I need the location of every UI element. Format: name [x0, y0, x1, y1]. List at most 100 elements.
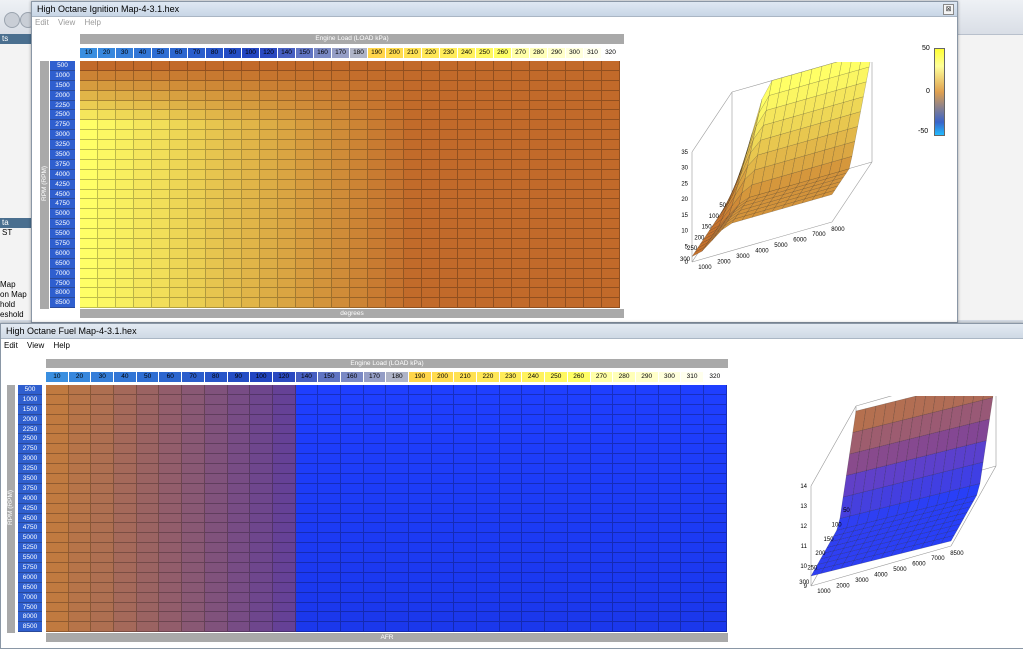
table-cell[interactable]	[458, 199, 476, 210]
table-cell[interactable]	[98, 209, 116, 220]
table-cell[interactable]	[188, 90, 206, 101]
table-cell[interactable]	[545, 563, 568, 573]
table-cell[interactable]	[152, 140, 170, 151]
table-cell[interactable]	[590, 543, 614, 554]
table-cell[interactable]	[567, 563, 591, 573]
table-cell[interactable]	[494, 130, 512, 141]
table-cell[interactable]	[136, 582, 160, 593]
table-cell[interactable]	[250, 464, 273, 475]
table-cell[interactable]	[242, 258, 260, 269]
table-cell[interactable]	[68, 434, 92, 445]
table-cell[interactable]	[80, 288, 98, 299]
table-cell[interactable]	[602, 209, 620, 220]
table-cell[interactable]	[152, 268, 170, 279]
table-cell[interactable]	[494, 288, 512, 299]
table-cell[interactable]	[522, 543, 546, 554]
table-cell[interactable]	[224, 159, 242, 170]
table-cell[interactable]	[68, 385, 92, 395]
table-cell[interactable]	[567, 543, 591, 554]
table-cell[interactable]	[499, 474, 523, 484]
table-cell[interactable]	[250, 503, 273, 514]
table-cell[interactable]	[440, 268, 458, 279]
table-cell[interactable]	[91, 394, 115, 405]
table-cell[interactable]	[46, 503, 69, 514]
table-cell[interactable]	[386, 268, 404, 279]
table-cell[interactable]	[363, 612, 387, 623]
table-cell[interactable]	[242, 130, 260, 141]
table-cell[interactable]	[80, 179, 98, 190]
table-cell[interactable]	[454, 592, 478, 603]
table-cell[interactable]	[584, 61, 602, 71]
table-cell[interactable]	[548, 110, 566, 121]
table-cell[interactable]	[522, 424, 546, 435]
table-cell[interactable]	[182, 563, 205, 573]
table-cell[interactable]	[91, 622, 115, 633]
table-cell[interactable]	[681, 385, 704, 395]
table-cell[interactable]	[530, 159, 548, 170]
table-cell[interactable]	[278, 229, 296, 240]
table-cell[interactable]	[422, 179, 440, 190]
table-cell[interactable]	[206, 298, 224, 309]
table-cell[interactable]	[206, 169, 224, 180]
table-cell[interactable]	[350, 268, 368, 279]
table-cell[interactable]	[658, 474, 682, 484]
table-cell[interactable]	[440, 298, 458, 309]
table-cell[interactable]	[318, 464, 341, 475]
table-cell[interactable]	[170, 219, 188, 230]
table-cell[interactable]	[567, 394, 591, 405]
table-cell[interactable]	[80, 278, 98, 289]
table-cell[interactable]	[409, 513, 432, 524]
table-cell[interactable]	[584, 278, 602, 289]
table-cell[interactable]	[566, 298, 584, 309]
table-cell[interactable]	[98, 90, 116, 101]
table-cell[interactable]	[206, 219, 224, 230]
table-cell[interactable]	[440, 189, 458, 200]
table-cell[interactable]	[658, 582, 682, 593]
table-cell[interactable]	[250, 404, 273, 415]
table-cell[interactable]	[250, 385, 273, 395]
table-cell[interactable]	[340, 454, 364, 465]
table-cell[interactable]	[350, 248, 368, 259]
table-cell[interactable]	[681, 483, 704, 494]
table-cell[interactable]	[152, 70, 170, 81]
table-cell[interactable]	[134, 248, 152, 259]
table-cell[interactable]	[409, 582, 432, 593]
table-cell[interactable]	[250, 622, 273, 633]
table-cell[interactable]	[658, 385, 682, 395]
table-cell[interactable]	[454, 602, 478, 613]
table-cell[interactable]	[363, 394, 387, 405]
table-cell[interactable]	[703, 582, 727, 593]
table-cell[interactable]	[318, 513, 341, 524]
table-cell[interactable]	[548, 100, 566, 111]
table-cell[interactable]	[314, 120, 332, 131]
table-cell[interactable]	[567, 572, 591, 583]
table-cell[interactable]	[584, 90, 602, 101]
table-cell[interactable]	[350, 169, 368, 180]
table-cell[interactable]	[170, 179, 188, 190]
table-cell[interactable]	[170, 100, 188, 111]
table-cell[interactable]	[404, 100, 422, 111]
table-cell[interactable]	[440, 288, 458, 299]
table-cell[interactable]	[227, 503, 251, 514]
table-cell[interactable]	[224, 278, 242, 289]
table-cell[interactable]	[332, 229, 350, 240]
table-cell[interactable]	[340, 582, 364, 593]
table-cell[interactable]	[227, 563, 251, 573]
table-cell[interactable]	[404, 140, 422, 151]
table-cell[interactable]	[159, 483, 183, 494]
table-cell[interactable]	[224, 90, 242, 101]
table-cell[interactable]	[116, 61, 134, 71]
table-cell[interactable]	[278, 90, 296, 101]
table-cell[interactable]	[350, 229, 368, 240]
table-cell[interactable]	[454, 572, 478, 583]
table-cell[interactable]	[318, 543, 341, 554]
table-cell[interactable]	[340, 394, 364, 405]
table-cell[interactable]	[80, 219, 98, 230]
table-cell[interactable]	[431, 394, 455, 405]
table-cell[interactable]	[250, 483, 273, 494]
table-cell[interactable]	[295, 424, 319, 435]
table-cell[interactable]	[522, 493, 546, 504]
table-cell[interactable]	[340, 385, 364, 395]
table-cell[interactable]	[350, 150, 368, 160]
table-cell[interactable]	[272, 474, 296, 484]
